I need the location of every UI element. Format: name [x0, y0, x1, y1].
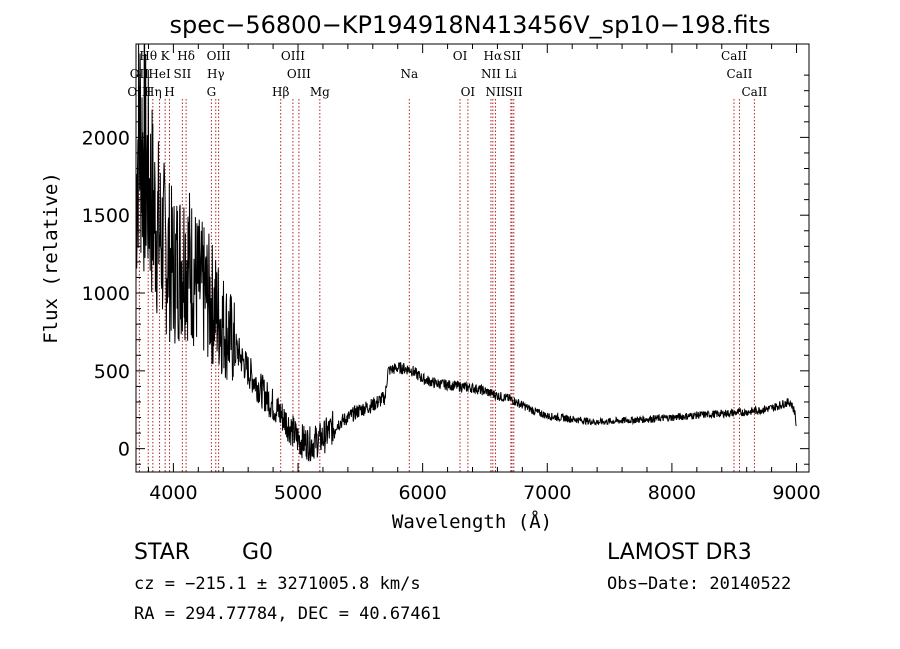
emission-line-label: Mg — [310, 85, 330, 99]
x-tick-label: 7000 — [523, 482, 571, 504]
x-tick-label: 5000 — [274, 482, 322, 504]
emission-line-label: CaII — [727, 67, 753, 81]
emission-line-label: Li — [505, 67, 517, 81]
emission-line-label: SII — [503, 49, 521, 63]
spectrum-line — [135, 43, 797, 462]
emission-line-label: Hη — [144, 85, 162, 99]
y-tick-label: 1500 — [82, 205, 130, 227]
observation-date: Obs−Date: 20140522 — [607, 574, 791, 594]
emission-line-label: Hβ — [272, 85, 289, 99]
x-tick-label: 6000 — [398, 482, 446, 504]
emission-line-label: OIII — [281, 49, 305, 63]
emission-line-label: CaII — [741, 85, 767, 99]
emission-line-label: OI — [461, 85, 476, 99]
emission-line-label: NII — [481, 67, 501, 81]
emission-line-label: NII — [485, 85, 505, 99]
survey-name: LAMOST DR3 — [607, 540, 752, 565]
emission-line-label: OI — [453, 49, 468, 63]
emission-line-label: SII — [174, 67, 192, 81]
y-tick-label: 2000 — [82, 127, 130, 149]
emission-line-label: OIII — [207, 49, 231, 63]
y-tick-label: 0 — [118, 439, 130, 461]
emission-line-label: SII — [505, 85, 523, 99]
y-tick-label: 500 — [94, 361, 130, 383]
spectral-subclass: G0 — [242, 540, 273, 565]
emission-line-label: OII — [130, 67, 150, 81]
redshift-velocity: cz = −215.1 ± 3271005.8 km/s — [134, 574, 421, 594]
chart-title: spec−56800−KP194918N413456V_sp10−198.fit… — [170, 11, 771, 39]
axes: 4000 5000 6000 7000 8000 9000 0 500 1000 1500 2000 — [82, 44, 821, 504]
emission-line-label: HeI — [148, 67, 171, 81]
x-tick-label: 8000 — [648, 482, 696, 504]
emission-line-label: Hα — [484, 49, 503, 63]
y-tick-label: 1000 — [82, 283, 130, 305]
emission-line-label: H — [164, 85, 174, 99]
x-axis-label: Wavelength (Å) — [392, 510, 552, 533]
x-tick-label: 4000 — [149, 482, 197, 504]
ra-dec-coordinates: RA = 294.77784, DEC = 40.67461 — [134, 604, 441, 624]
y-axis-label: Flux (relative) — [40, 172, 62, 344]
object-class: STAR — [134, 540, 190, 565]
emission-line-label: K — [161, 49, 171, 63]
emission-line-label: Hδ — [177, 49, 195, 63]
emission-line-label: OIII — [287, 67, 311, 81]
emission-line-label: Na — [400, 67, 418, 81]
emission-line-label: CaII — [721, 49, 747, 63]
plot-frame — [135, 43, 810, 473]
emission-line-label: Hγ — [207, 67, 225, 81]
x-tick-label: 9000 — [772, 482, 820, 504]
emission-line-label: Hθ — [139, 49, 157, 63]
emission-line-label: G — [207, 85, 217, 99]
